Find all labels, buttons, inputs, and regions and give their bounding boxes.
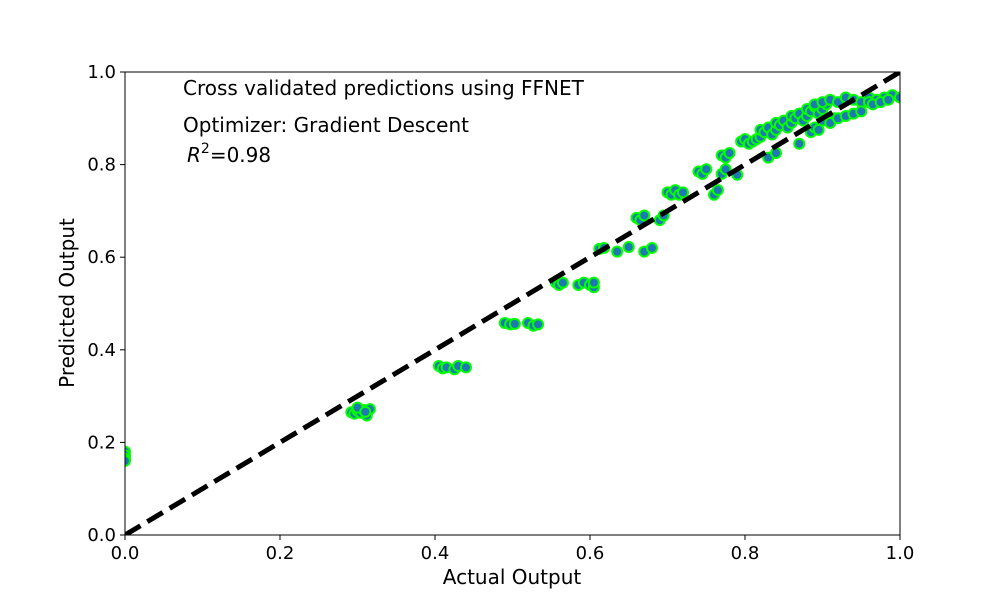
annotation-title: Cross validated predictions using FFNET	[183, 76, 585, 100]
y-tick-label: 0.2	[87, 432, 116, 453]
y-tick-label: 0.0	[87, 525, 116, 546]
data-point	[711, 184, 724, 197]
data-point	[677, 186, 689, 199]
data-point	[855, 105, 868, 118]
annotation-r2: R2=0.98	[187, 141, 271, 167]
annotation-optimizer: Optimizer: Gradient Descent	[183, 113, 469, 137]
x-tick-label: 0.4	[421, 543, 450, 564]
y-tick-label: 0.6	[87, 247, 116, 268]
x-axis-label: Actual Output	[443, 565, 582, 589]
data-point	[622, 241, 635, 254]
r2-symbol: R	[187, 143, 201, 167]
data-point	[793, 137, 806, 150]
data-point	[894, 91, 900, 104]
y-axis-label: Predicted Output	[55, 218, 79, 388]
x-tick-label: 0.2	[266, 543, 295, 564]
x-tick-label: 0.0	[111, 543, 140, 564]
r2-value: =0.98	[210, 143, 271, 167]
data-point	[700, 163, 713, 176]
reference-line-layer	[125, 72, 900, 535]
data-point	[611, 245, 624, 258]
reference-line	[125, 72, 900, 535]
data-point	[460, 361, 472, 374]
y-tick-label: 1.0	[87, 62, 116, 83]
data-point	[638, 209, 651, 222]
y-tick-label: 0.4	[87, 340, 116, 361]
x-axis-ticks: 0.0 0.2 0.4 0.6 0.8 1.0	[111, 535, 915, 564]
plot-frame	[124, 71, 901, 536]
data-point	[882, 93, 895, 106]
data-point	[723, 147, 736, 160]
y-axis-ticks: 0.0 0.2 0.4 0.6 0.8 1.0	[87, 62, 125, 546]
data-point	[556, 276, 569, 289]
data-point	[359, 405, 372, 418]
y-tick-label: 0.8	[87, 155, 116, 176]
x-tick-label: 1.0	[886, 543, 915, 564]
x-tick-label: 0.6	[576, 543, 605, 564]
data-point	[646, 241, 658, 254]
data-point	[125, 454, 131, 467]
data-point	[532, 318, 545, 331]
x-tick-label: 0.8	[731, 543, 760, 564]
data-point	[508, 317, 521, 330]
data-point	[770, 147, 782, 160]
data-point	[587, 276, 600, 289]
data-point	[719, 163, 732, 176]
r2-exponent: 2	[201, 141, 210, 157]
